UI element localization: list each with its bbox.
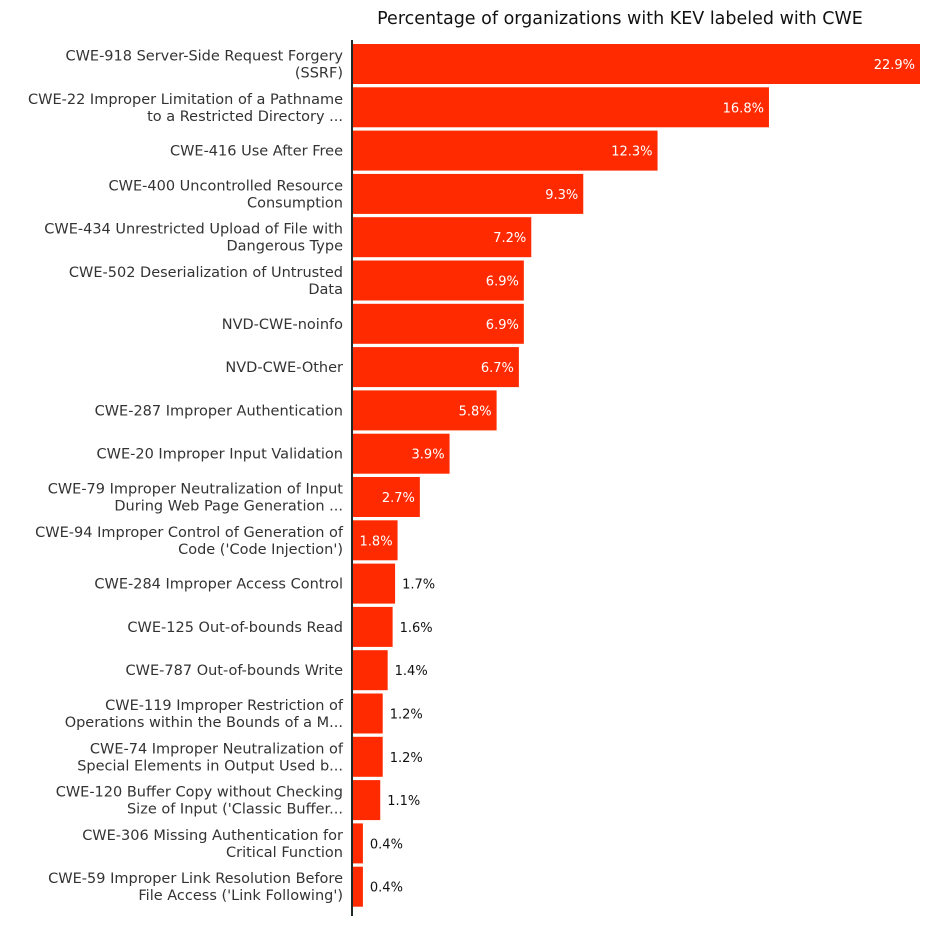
category-label-line: Operations within the Bounds of a M... [65,715,343,731]
bar [353,520,398,561]
category-label-line: CWE-306 Missing Authentication for [82,828,343,844]
category-label: CWE-306 Missing Authentication for Critic… [82,828,343,861]
category-label-line: Dangerous Type [226,239,343,255]
data-label: 6.9% [486,275,519,290]
data-label: 12.3% [611,145,652,160]
category-label: CWE-918 Server-Side Request Forgery (SSRF… [65,49,343,82]
bar [353,866,363,907]
category-label: CWE-434 Unrestricted Upload of File with… [44,222,343,255]
category-label-line: Critical Function [226,845,343,861]
category-label-line: NVD-CWE-Other [225,360,343,376]
category-label-line: CWE-119 Improper Restriction of [105,698,344,714]
category-label-line: CWE-918 Server-Side Request Forgery [65,49,343,65]
bar [353,780,381,821]
data-label: 1.4% [395,664,428,679]
category-label: CWE-787 Out-of-bounds Write [126,663,344,679]
category-label: CWE-20 Improper Input Validation [97,447,344,463]
category-label-line: CWE-284 Improper Access Control [94,577,343,593]
category-label: CWE-94 Improper Control of Generation of… [35,525,344,558]
data-label: 1.1% [387,794,420,809]
bar [353,650,388,691]
bar [353,260,524,301]
bar [353,44,920,84]
bar [353,823,363,864]
category-label: NVD-CWE-Other [225,360,343,376]
data-label: 5.8% [459,404,492,419]
data-label: 1.2% [390,708,423,723]
data-label: 1.6% [400,621,433,636]
category-label: CWE-59 Improper Link Resolution Before Fi… [48,871,343,904]
category-label: CWE-284 Improper Access Control [94,577,343,593]
data-label: 1.2% [390,751,423,766]
category-label: CWE-22 Improper Limitation of a Pathname… [28,92,343,125]
bar [353,87,769,128]
bar [353,736,383,777]
bar [353,303,524,344]
category-label-line: CWE-94 Improper Control of Generation of [35,525,344,541]
category-label: CWE-79 Improper Neutralization of Input D… [48,482,344,515]
data-label: 6.7% [481,361,514,376]
category-label-line: CWE-434 Unrestricted Upload of File with [44,222,343,238]
category-label: CWE-120 Buffer Copy without Checking Size… [56,785,343,818]
category-label-line: During Web Page Generation ... [114,499,343,515]
category-label-line: CWE-79 Improper Neutralization of Input [48,482,344,498]
category-label: CWE-74 Improper Neutralization of Special… [77,741,344,774]
category-label: CWE-287 Improper Authentication [95,403,343,419]
category-label-line: CWE-22 Improper Limitation of a Pathname [28,92,343,108]
category-label: CWE-416 Use After Free [170,144,343,160]
data-label: 1.7% [402,578,435,593]
bar [353,390,497,431]
category-label-line: CWE-787 Out-of-bounds Write [126,663,344,679]
bar [353,693,383,734]
category-label: NVD-CWE-noinfo [222,317,343,333]
bar [353,347,519,388]
category-label-line: Code ('Code Injection') [178,542,343,558]
bar [353,563,396,604]
category-label-line: NVD-CWE-noinfo [222,317,343,333]
data-label: 22.9% [874,58,915,73]
bar [353,433,450,474]
data-label: 2.7% [382,491,415,506]
category-label-line: Size of Input ('Classic Buffer... [127,802,343,818]
data-label: 0.4% [370,881,403,896]
category-label: CWE-119 Improper Restriction of Operation… [65,698,344,731]
data-label: 7.2% [493,231,526,246]
category-label-line: CWE-20 Improper Input Validation [97,447,344,463]
category-label-line: CWE-502 Deserialization of Untrusted [69,265,343,281]
bar [353,130,658,171]
category-label-line: Consumption [247,195,343,211]
category-label-line: CWE-120 Buffer Copy without Checking [56,785,343,801]
category-label-line: (SSRF) [295,66,343,82]
data-label: 1.8% [360,534,393,549]
category-label-line: File Access ('Link Following') [138,888,343,904]
chart-title: Percentage of organizations with KEV lab… [377,9,863,29]
category-label-line: CWE-125 Out-of-bounds Read [127,620,343,636]
category-label-line: Special Elements in Output Used b... [77,758,343,774]
category-label: CWE-125 Out-of-bounds Read [127,620,343,636]
data-label: 3.9% [412,448,445,463]
data-label: 16.8% [723,101,764,116]
bar [353,606,393,647]
category-label-line: CWE-59 Improper Link Resolution Before [48,871,343,887]
bar [353,173,584,214]
bar [353,477,420,517]
data-label: 9.3% [545,188,578,203]
category-label-line: CWE-74 Improper Neutralization of [90,741,344,757]
category-label: CWE-502 Deserialization of Untrusted Data [69,265,343,298]
category-label-line: Data [308,282,343,298]
bar [353,217,532,258]
data-label: 6.9% [486,318,519,333]
category-label-line: CWE-400 Uncontrolled Resource [109,178,344,194]
category-label-line: to a Restricted Directory ... [147,109,343,125]
data-label: 0.4% [370,837,403,852]
category-label-line: CWE-287 Improper Authentication [95,403,343,419]
category-label: CWE-400 Uncontrolled Resource Consumption [109,178,344,211]
category-label-line: CWE-416 Use After Free [170,144,343,160]
